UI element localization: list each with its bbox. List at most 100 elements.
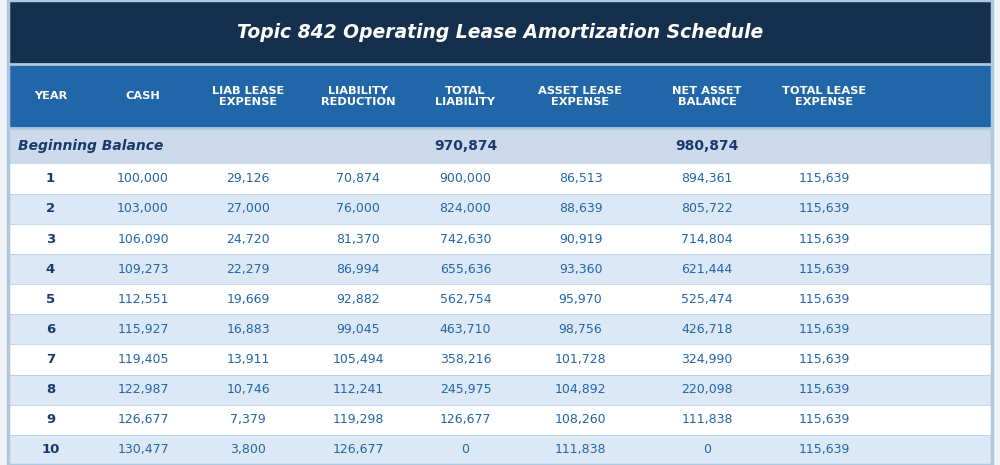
Text: NET ASSET
BALANCE: NET ASSET BALANCE <box>672 86 742 107</box>
Text: 101,728: 101,728 <box>555 353 606 366</box>
Text: 86,513: 86,513 <box>559 172 602 185</box>
Bar <box>8 435 992 465</box>
Text: 358,216: 358,216 <box>440 353 491 366</box>
Text: 13,911: 13,911 <box>226 353 270 366</box>
Bar <box>8 375 992 405</box>
Text: LIABILITY
REDUCTION: LIABILITY REDUCTION <box>321 86 395 107</box>
Bar <box>8 224 992 254</box>
Text: 100,000: 100,000 <box>117 172 169 185</box>
Text: 3,800: 3,800 <box>230 444 266 457</box>
Text: 115,639: 115,639 <box>799 353 850 366</box>
Bar <box>8 64 992 128</box>
Text: 29,126: 29,126 <box>226 172 270 185</box>
Text: LIAB LEASE
EXPENSE: LIAB LEASE EXPENSE <box>212 86 284 107</box>
Text: 5: 5 <box>46 293 55 306</box>
Bar <box>8 254 992 284</box>
Text: 1: 1 <box>46 172 55 185</box>
Bar <box>8 164 992 194</box>
Text: 90,919: 90,919 <box>559 232 602 246</box>
Text: 115,639: 115,639 <box>799 444 850 457</box>
Text: 324,990: 324,990 <box>681 353 733 366</box>
Text: 4: 4 <box>46 263 55 276</box>
Bar <box>8 284 992 314</box>
Text: 0: 0 <box>462 444 470 457</box>
Bar <box>8 194 992 224</box>
Bar <box>8 345 992 375</box>
Text: 119,405: 119,405 <box>117 353 169 366</box>
Text: 111,838: 111,838 <box>681 413 733 426</box>
Text: 103,000: 103,000 <box>117 202 169 215</box>
Text: 115,639: 115,639 <box>799 293 850 306</box>
Text: 130,477: 130,477 <box>117 444 169 457</box>
Text: 70,874: 70,874 <box>336 172 380 185</box>
Text: 88,639: 88,639 <box>559 202 602 215</box>
Text: 7: 7 <box>46 353 55 366</box>
Text: 8: 8 <box>46 383 55 396</box>
Text: 805,722: 805,722 <box>681 202 733 215</box>
Text: 109,273: 109,273 <box>117 263 169 276</box>
Text: 93,360: 93,360 <box>559 263 602 276</box>
Text: 105,494: 105,494 <box>332 353 384 366</box>
Text: 3: 3 <box>46 232 55 246</box>
Text: 245,975: 245,975 <box>440 383 491 396</box>
Text: 16,883: 16,883 <box>226 323 270 336</box>
Text: 81,370: 81,370 <box>336 232 380 246</box>
Text: 108,260: 108,260 <box>555 413 606 426</box>
Text: Topic 842 Operating Lease Amortization Schedule: Topic 842 Operating Lease Amortization S… <box>237 23 763 41</box>
Text: 112,551: 112,551 <box>117 293 169 306</box>
Text: 10,746: 10,746 <box>226 383 270 396</box>
Text: 112,241: 112,241 <box>332 383 384 396</box>
Text: 6: 6 <box>46 323 55 336</box>
Text: 86,994: 86,994 <box>336 263 380 276</box>
Text: 19,669: 19,669 <box>226 293 270 306</box>
Text: 655,636: 655,636 <box>440 263 491 276</box>
Text: 0: 0 <box>703 444 711 457</box>
Text: 126,677: 126,677 <box>332 444 384 457</box>
Text: TOTAL LEASE
EXPENSE: TOTAL LEASE EXPENSE <box>782 86 867 107</box>
Text: 98,756: 98,756 <box>559 323 602 336</box>
Text: 115,639: 115,639 <box>799 202 850 215</box>
Bar <box>8 128 992 164</box>
Text: 111,838: 111,838 <box>555 444 606 457</box>
Text: 824,000: 824,000 <box>440 202 491 215</box>
Text: 970,874: 970,874 <box>434 139 497 153</box>
Text: 463,710: 463,710 <box>440 323 491 336</box>
Text: 2: 2 <box>46 202 55 215</box>
Text: 9: 9 <box>46 413 55 426</box>
Text: 99,045: 99,045 <box>336 323 380 336</box>
Text: 126,677: 126,677 <box>117 413 169 426</box>
Text: 115,639: 115,639 <box>799 323 850 336</box>
Text: 115,639: 115,639 <box>799 172 850 185</box>
Text: 24,720: 24,720 <box>226 232 270 246</box>
Text: 22,279: 22,279 <box>226 263 270 276</box>
Text: Beginning Balance: Beginning Balance <box>18 139 163 153</box>
Text: 76,000: 76,000 <box>336 202 380 215</box>
Text: 10: 10 <box>41 444 60 457</box>
Text: 122,987: 122,987 <box>117 383 169 396</box>
Text: ASSET LEASE
EXPENSE: ASSET LEASE EXPENSE <box>538 86 622 107</box>
Text: YEAR: YEAR <box>34 91 67 101</box>
Text: 119,298: 119,298 <box>332 413 384 426</box>
Text: 426,718: 426,718 <box>681 323 733 336</box>
Text: 92,882: 92,882 <box>336 293 380 306</box>
Text: 95,970: 95,970 <box>559 293 602 306</box>
Text: 525,474: 525,474 <box>681 293 733 306</box>
Text: 104,892: 104,892 <box>555 383 606 396</box>
Text: 220,098: 220,098 <box>681 383 733 396</box>
Text: 714,804: 714,804 <box>681 232 733 246</box>
Text: 894,361: 894,361 <box>681 172 733 185</box>
Text: 621,444: 621,444 <box>681 263 733 276</box>
Text: 900,000: 900,000 <box>440 172 491 185</box>
Text: 562,754: 562,754 <box>440 293 491 306</box>
Text: 7,379: 7,379 <box>230 413 266 426</box>
Text: 742,630: 742,630 <box>440 232 491 246</box>
Bar <box>8 314 992 345</box>
Text: 115,639: 115,639 <box>799 413 850 426</box>
Text: 106,090: 106,090 <box>117 232 169 246</box>
Bar <box>8 0 992 64</box>
Text: 115,639: 115,639 <box>799 383 850 396</box>
Text: 115,927: 115,927 <box>117 323 169 336</box>
Bar <box>8 405 992 435</box>
Text: 27,000: 27,000 <box>226 202 270 215</box>
Text: 115,639: 115,639 <box>799 232 850 246</box>
